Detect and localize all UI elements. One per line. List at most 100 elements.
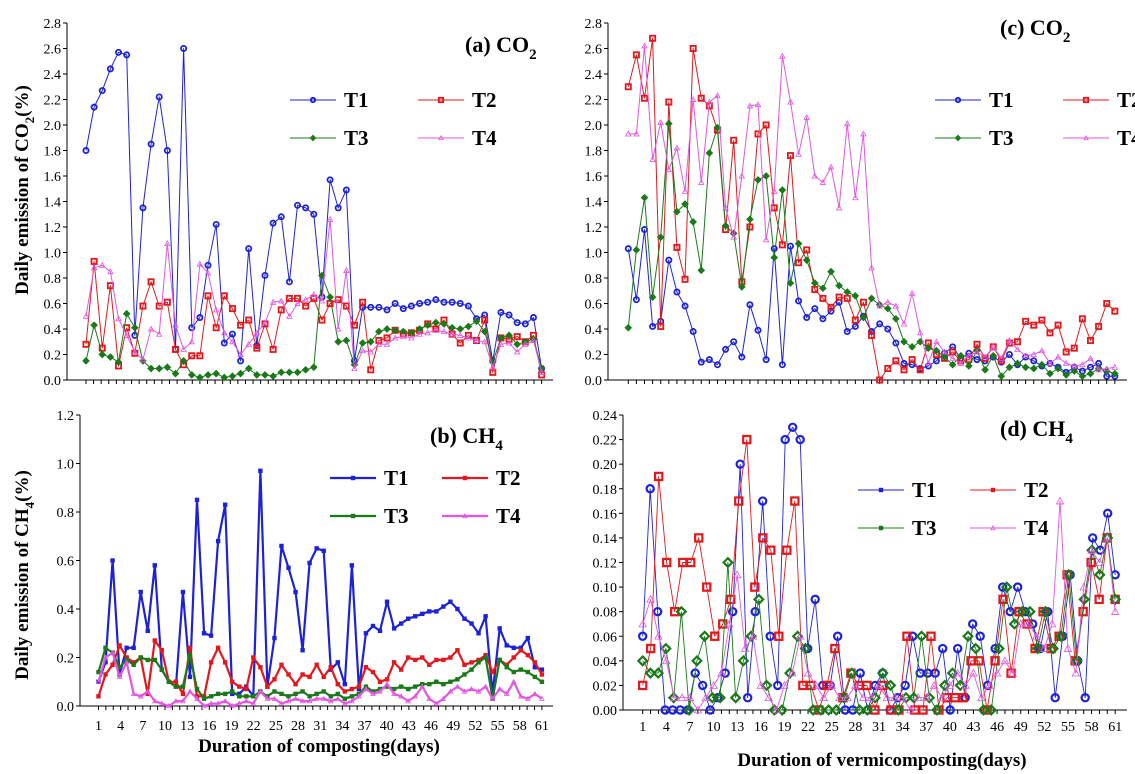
data-point-t1 xyxy=(441,604,446,609)
data-point-t2 xyxy=(1014,338,1022,346)
data-point-t2 xyxy=(778,241,786,249)
data-point-t3 xyxy=(1005,363,1014,372)
data-point-t2 xyxy=(300,672,305,677)
data-point-t2 xyxy=(900,366,908,374)
data-point-t3 xyxy=(1021,363,1030,372)
data-point-t3 xyxy=(938,679,951,692)
data-point-t4 xyxy=(941,348,948,355)
data-point-t3 xyxy=(204,371,212,379)
legend: T1 T2 T3 T4 xyxy=(330,466,521,528)
data-point-t4 xyxy=(155,330,163,337)
y-tick-label: 0.18 xyxy=(593,483,618,498)
data-point-t1 xyxy=(780,434,790,445)
data-point-t3 xyxy=(1046,369,1054,378)
x-tick-label: 31 xyxy=(872,720,886,735)
data-point-t2 xyxy=(391,660,397,665)
data-point-t1 xyxy=(937,643,948,654)
data-point-t4 xyxy=(1022,352,1029,359)
data-point-t4 xyxy=(180,345,187,352)
data-point-t3 xyxy=(114,358,123,366)
data-point-t4 xyxy=(811,172,819,179)
data-point-t2 xyxy=(286,672,291,677)
data-point-t4 xyxy=(517,693,524,699)
data-point-t2 xyxy=(413,657,418,663)
y-tick-label: 1.4 xyxy=(44,196,62,211)
data-point-t4 xyxy=(1030,351,1038,357)
data-point-t1 xyxy=(123,51,131,59)
data-point-t4 xyxy=(1103,533,1112,542)
data-point-t4 xyxy=(229,338,236,345)
x-tick-label: 25 xyxy=(269,719,283,734)
data-point-t3 xyxy=(1111,369,1119,378)
data-point-t3 xyxy=(932,346,941,355)
data-point-t2 xyxy=(730,136,738,144)
data-point-t1 xyxy=(539,667,545,672)
data-point-t1 xyxy=(391,626,397,631)
data-point-t2 xyxy=(307,674,312,680)
data-point-t4 xyxy=(306,698,313,704)
data-point-t4 xyxy=(764,693,773,701)
data-point-t3 xyxy=(472,317,481,326)
data-point-t2 xyxy=(532,660,538,665)
data-point-t2 xyxy=(1103,299,1111,307)
y-tick-label: 2.6 xyxy=(44,43,62,58)
data-point-t1 xyxy=(518,645,523,650)
data-point-t1 xyxy=(335,660,340,665)
data-point-t1 xyxy=(187,674,193,680)
data-point-t2 xyxy=(830,643,840,654)
data-point-t1 xyxy=(900,359,908,367)
data-point-t4 xyxy=(860,130,867,137)
data-point-t4 xyxy=(432,326,440,333)
data-point-t3 xyxy=(328,694,333,699)
data-point-t2 xyxy=(265,684,270,689)
data-point-t1 xyxy=(398,621,404,626)
data-point-t1 xyxy=(307,560,312,566)
data-point-t3 xyxy=(900,337,908,346)
data-point-t2 xyxy=(180,691,186,697)
data-point-t4 xyxy=(95,678,102,684)
data-point-t4 xyxy=(326,215,334,222)
data-point-t4 xyxy=(779,52,786,59)
data-point-t4 xyxy=(370,690,376,697)
data-point-t2 xyxy=(220,292,228,300)
data-point-t3 xyxy=(1054,364,1062,373)
data-point-t2 xyxy=(212,324,220,332)
data-point-t1 xyxy=(293,589,298,595)
data-point-t2 xyxy=(117,643,122,648)
data-point-t4 xyxy=(172,321,179,328)
data-point-t4 xyxy=(788,668,797,677)
data-point-t3 xyxy=(754,175,762,184)
legend-marker-t2 xyxy=(1082,96,1090,104)
data-point-t2 xyxy=(734,496,744,506)
data-point-t3 xyxy=(835,281,843,290)
data-point-t4 xyxy=(874,680,884,689)
data-point-t4 xyxy=(992,668,1002,677)
data-point-t1 xyxy=(294,201,302,209)
data-point-t3 xyxy=(753,593,765,606)
y-tick-label: 1.6 xyxy=(44,170,62,185)
legend-marker-t3 xyxy=(954,134,962,142)
data-point-t2 xyxy=(427,662,432,667)
data-point-t4 xyxy=(539,695,545,701)
data-point-t4 xyxy=(510,678,517,684)
data-point-t2 xyxy=(251,655,256,660)
data-point-t3 xyxy=(384,684,390,689)
data-point-t4 xyxy=(137,693,144,699)
data-point-t4 xyxy=(116,673,123,680)
data-point-t1 xyxy=(713,361,721,369)
series-line-t2 xyxy=(97,639,543,698)
data-point-t4 xyxy=(701,693,710,701)
data-point-t1 xyxy=(810,594,820,605)
data-point-t1 xyxy=(98,87,106,95)
data-point-t4 xyxy=(164,240,171,247)
y-tick-label: 2.0 xyxy=(44,119,62,134)
data-point-t3 xyxy=(673,207,681,216)
series-line-t4 xyxy=(642,500,1116,711)
data-point-t4 xyxy=(208,700,214,706)
data-point-t1 xyxy=(342,186,350,194)
legend-label-t2: T2 xyxy=(1024,478,1049,502)
data-point-t1 xyxy=(367,303,375,311)
data-point-t4 xyxy=(310,291,318,298)
data-point-t3 xyxy=(187,652,193,658)
x-tick-label: 22 xyxy=(247,719,261,734)
